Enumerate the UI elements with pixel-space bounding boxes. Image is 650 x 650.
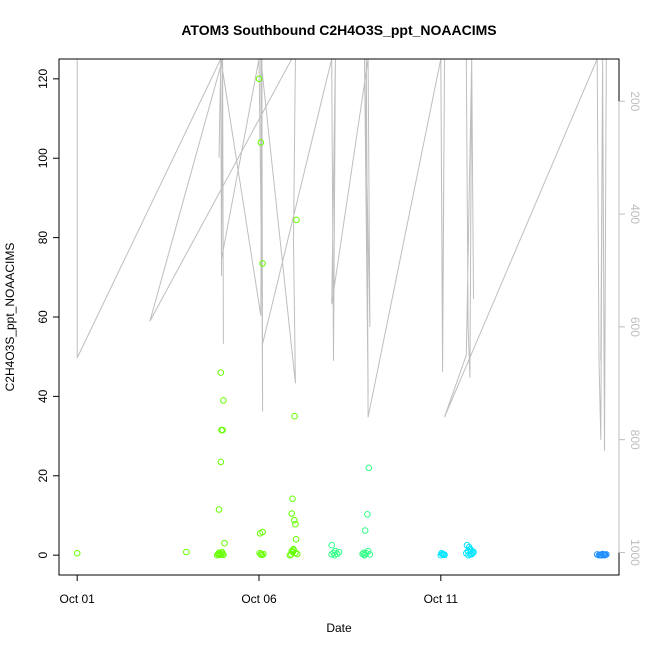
data-point [257,139,265,146]
left-y-axis: 0 20 40 60 80 100 120 [36,69,60,558]
data-point [215,506,223,513]
data-point [361,527,369,534]
x-tick-label: Oct 11 [424,592,459,606]
data-point [220,551,227,559]
data-point [364,547,372,555]
right-tick-label: 600 [628,317,642,337]
y-tick-label: 100 [36,148,50,168]
data-point [364,511,371,518]
y-tick-label: 0 [36,551,50,558]
data-point [440,551,448,558]
right-tick-label: 200 [628,91,642,111]
data-point [463,541,471,549]
data-point [73,549,81,557]
data-point [328,541,336,549]
data-point [288,510,296,517]
right-tick-label: 400 [628,204,642,224]
data-point [219,550,226,557]
data-point [331,551,338,559]
right-tick-label: 1000 [628,539,642,566]
data-point [291,516,298,524]
y-axis-label: C2H4O3S_ppt_NOAACIMS [3,243,17,392]
y-tick-label: 60 [36,310,50,324]
x-tick-label: Oct 01 [60,592,96,606]
data-point [361,551,368,559]
data-point [259,260,266,267]
right-axis-line-series [76,58,607,451]
data-point [260,550,267,558]
x-tick-label: Oct 06 [241,592,277,606]
data-point [221,539,228,547]
data-point [363,549,370,557]
data-point [292,536,300,543]
data-point [293,550,301,558]
data-point [290,547,297,554]
data-point [365,464,373,472]
scatter-points [73,75,610,559]
data-point [291,412,298,420]
y-tick-label: 120 [36,69,50,89]
data-point [335,548,343,556]
data-point [255,75,263,83]
y-tick-label: 40 [36,389,50,403]
data-point [601,551,609,559]
data-point [220,397,227,404]
y-tick-label: 20 [36,469,50,483]
data-point [292,520,299,528]
data-point [289,495,296,503]
data-point [218,426,225,434]
right-y-axis: 200 400 600 800 1000 [618,91,642,566]
data-point [259,528,266,536]
data-point [217,458,225,466]
chart-title: ATOM3 Southbound C2H4O3S_ppt_NOAACIMS [181,22,496,38]
series-line [76,58,607,451]
data-point [293,216,300,224]
data-point [217,369,225,376]
x-axis: Oct 01 Oct 06 Oct 11 [60,574,459,606]
y-tick-label: 80 [36,231,50,245]
right-tick-label: 800 [628,430,642,450]
data-point [465,551,472,559]
data-point [468,547,475,554]
data-point [183,548,190,556]
x-axis-label: Date [326,621,352,635]
